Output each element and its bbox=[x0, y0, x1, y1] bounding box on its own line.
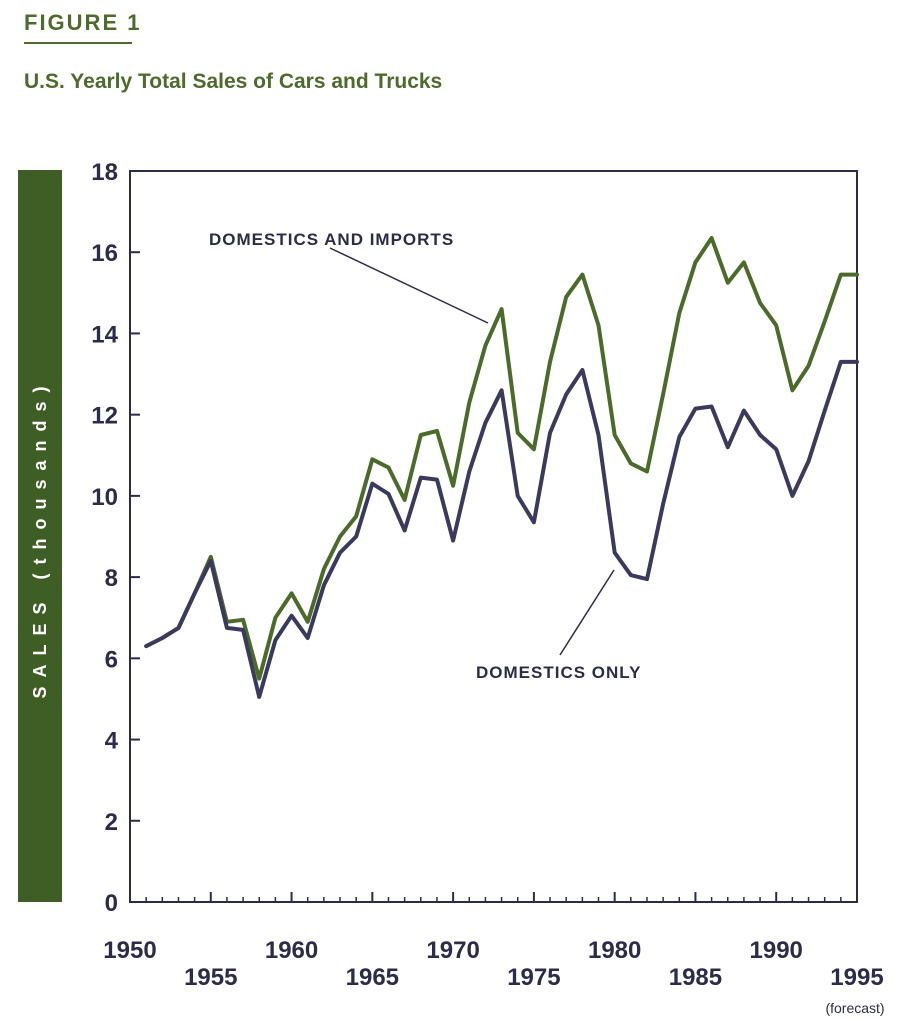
y-tick-label: 8 bbox=[105, 565, 118, 592]
x-tick-label: 1980 bbox=[588, 937, 641, 964]
chart-title: U.S. Yearly Total Sales of Cars and Truc… bbox=[24, 70, 443, 93]
y-tick-label: 12 bbox=[91, 403, 118, 430]
x-tick-label: 1995 bbox=[830, 964, 883, 991]
x-axis: 1950 1955 1960 1965 1970 1975 1980 1985 1990 1995 bbox=[103, 892, 884, 991]
plot-frame bbox=[129, 170, 858, 903]
series-lines bbox=[144, 236, 859, 699]
annotation-leader-imports bbox=[329, 247, 489, 324]
annotation-domestics-and-imports: DOMESTICS AND IMPORTS bbox=[209, 230, 454, 249]
x-tick-label: 1965 bbox=[346, 964, 399, 991]
y-tick-label: 18 bbox=[91, 159, 118, 186]
y-axis-label: SALES (thousands) bbox=[30, 377, 50, 698]
annotation-leader-domestic bbox=[559, 569, 615, 656]
x-tick-label: 1990 bbox=[750, 937, 803, 964]
y-tick-label: 4 bbox=[105, 728, 119, 755]
x-tick-label: 1975 bbox=[507, 964, 560, 991]
x-tick-label: 1950 bbox=[103, 937, 156, 964]
y-tick-label: 14 bbox=[91, 321, 118, 348]
x-tick-label: 1985 bbox=[669, 964, 722, 991]
series-line-domestics-only bbox=[144, 359, 859, 699]
y-tick-label: 2 bbox=[105, 809, 118, 836]
forecast-note: (forecast) bbox=[825, 1000, 884, 1016]
y-axis-label-box bbox=[18, 170, 62, 902]
y-tick-label: 0 bbox=[105, 890, 118, 917]
x-tick-label: 1970 bbox=[426, 937, 479, 964]
x-tick-label: 1955 bbox=[184, 964, 237, 991]
y-tick-label: 6 bbox=[105, 646, 118, 673]
y-axis: 0 2 4 6 8 10 12 14 16 18 bbox=[91, 159, 140, 917]
y-tick-label: 16 bbox=[91, 240, 118, 267]
x-tick-label: 1960 bbox=[265, 937, 318, 964]
figure-label: FIGURE 1 bbox=[24, 10, 142, 35]
y-tick-label: 10 bbox=[91, 484, 118, 511]
series-line-domestics-and-imports bbox=[144, 236, 859, 681]
figure-label-underline bbox=[24, 42, 132, 44]
annotation-domestics-only: DOMESTICS ONLY bbox=[476, 663, 641, 682]
